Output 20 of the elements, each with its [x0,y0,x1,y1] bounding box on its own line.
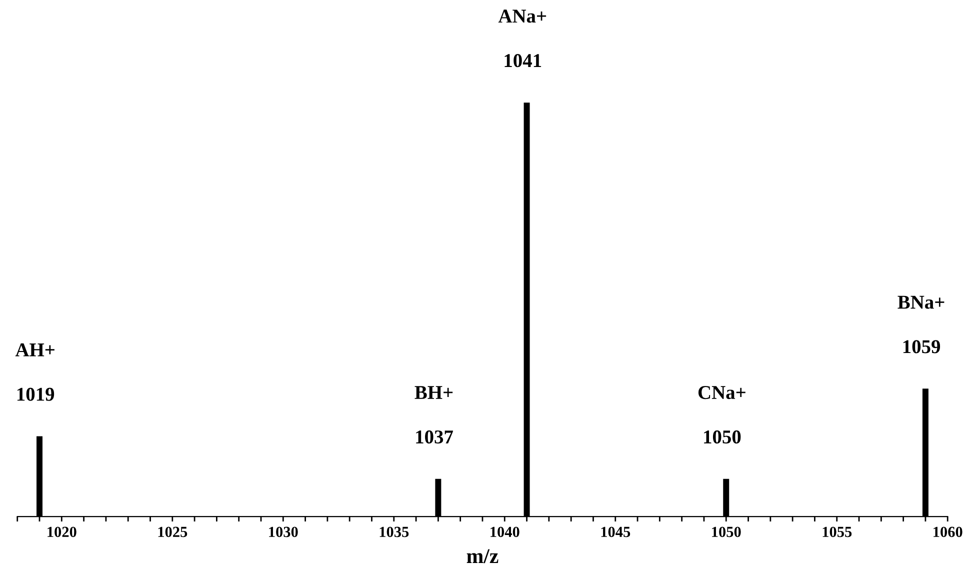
x-tick-label: 1030 [269,526,298,538]
annotation: 1050 [704,430,741,444]
annotation: AH+ [15,343,54,356]
x-tick-label: 1060 [934,526,962,538]
x-tick-label: 1055 [822,526,852,538]
text: ANa+ [498,10,546,23]
x-tick-label: 1045 [601,526,630,538]
text: 1041 [504,54,542,68]
annotation: 1037 [416,430,453,444]
x-tick-label: 1025 [158,526,188,538]
annotation: BNa+ [898,296,944,309]
x-tick-label: 1040 [490,526,520,538]
x-tick-label: 1035 [380,526,409,538]
annotation: 1059 [903,340,940,354]
annotation: BH+ [414,386,453,399]
x-axis-title: m/z [466,549,498,564]
x-tick-label: 1020 [48,526,76,538]
annotation: CNa+ [698,386,746,400]
annotation: 1019 [17,388,54,401]
x-tick-label: 1050 [712,526,741,538]
